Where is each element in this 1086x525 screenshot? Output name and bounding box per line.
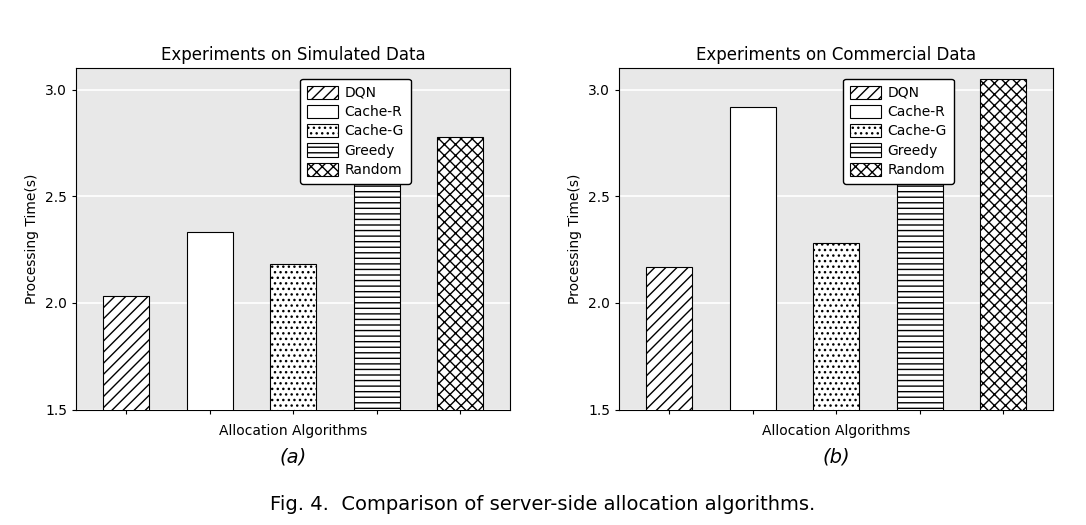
Bar [270,265,316,525]
Bar [646,267,692,525]
Bar [438,136,483,525]
Text: (b): (b) [822,447,850,466]
Bar [103,297,149,525]
Bar [187,233,232,525]
Text: Fig. 4.  Comparison of server-side allocation algorithms.: Fig. 4. Comparison of server-side alloca… [270,496,816,514]
Bar [813,243,859,525]
Bar [730,107,775,525]
Title: Experiments on Commercial Data: Experiments on Commercial Data [696,46,976,64]
X-axis label: Allocation Algorithms: Allocation Algorithms [762,424,910,438]
X-axis label: Allocation Algorithms: Allocation Algorithms [219,424,367,438]
Bar [897,126,943,525]
Legend: DQN, Cache-R, Cache-G, Greedy, Random: DQN, Cache-R, Cache-G, Greedy, Random [843,79,954,184]
Title: Experiments on Simulated Data: Experiments on Simulated Data [161,46,426,64]
Y-axis label: Processing Time(s): Processing Time(s) [25,174,39,304]
Bar [354,160,400,525]
Y-axis label: Processing Time(s): Processing Time(s) [568,174,582,304]
Text: (a): (a) [279,447,307,466]
Legend: DQN, Cache-R, Cache-G, Greedy, Random: DQN, Cache-R, Cache-G, Greedy, Random [300,79,411,184]
Bar [981,79,1026,525]
